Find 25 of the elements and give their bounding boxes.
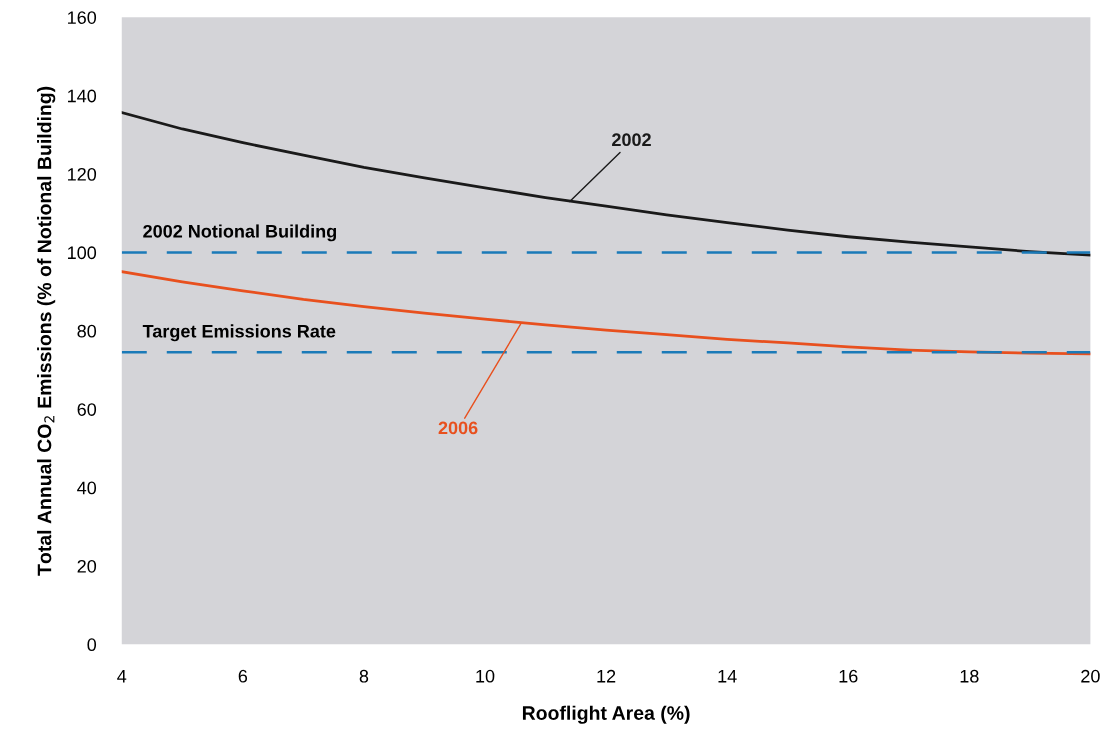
y-tick-label: 100 (68, 246, 97, 260)
y-tick-label: 140 (68, 89, 97, 103)
x-tick-label: 16 (839, 669, 858, 683)
annotation: 2006 (438, 421, 478, 435)
x-tick-label: 4 (117, 670, 127, 683)
y-tick-label: 120 (68, 167, 97, 181)
ref-line-label: 2002 Notional Building (143, 224, 337, 242)
y-tick-label: 160 (68, 11, 97, 24)
y-tick-label: 60 (77, 403, 97, 416)
line-series (121, 111, 1091, 257)
x-axis-title: Rooflight Area (%) (522, 705, 690, 724)
x-tick-label: 14 (718, 670, 737, 683)
y-tick-label: 40 (77, 481, 97, 495)
ref-line-label: Target Emissions Rate (142, 324, 336, 342)
x-tick-label: 12 (597, 669, 616, 683)
y-tick-label: 0 (87, 638, 97, 652)
x-tick-label: 10 (476, 669, 495, 683)
y-tick-label: 20 (77, 559, 97, 573)
y-axis-title: Total Annual CO$_{2}$ Emissions (% of Notional Building) (37, 86, 56, 576)
x-tick-label: 20 (1081, 669, 1100, 683)
x-tick-label: 18 (960, 669, 979, 683)
annotation: 2002 (612, 133, 651, 147)
y-tick-label: 80 (77, 324, 97, 338)
x-tick-label: 6 (238, 669, 248, 683)
x-tick-label: 8 (359, 669, 369, 683)
